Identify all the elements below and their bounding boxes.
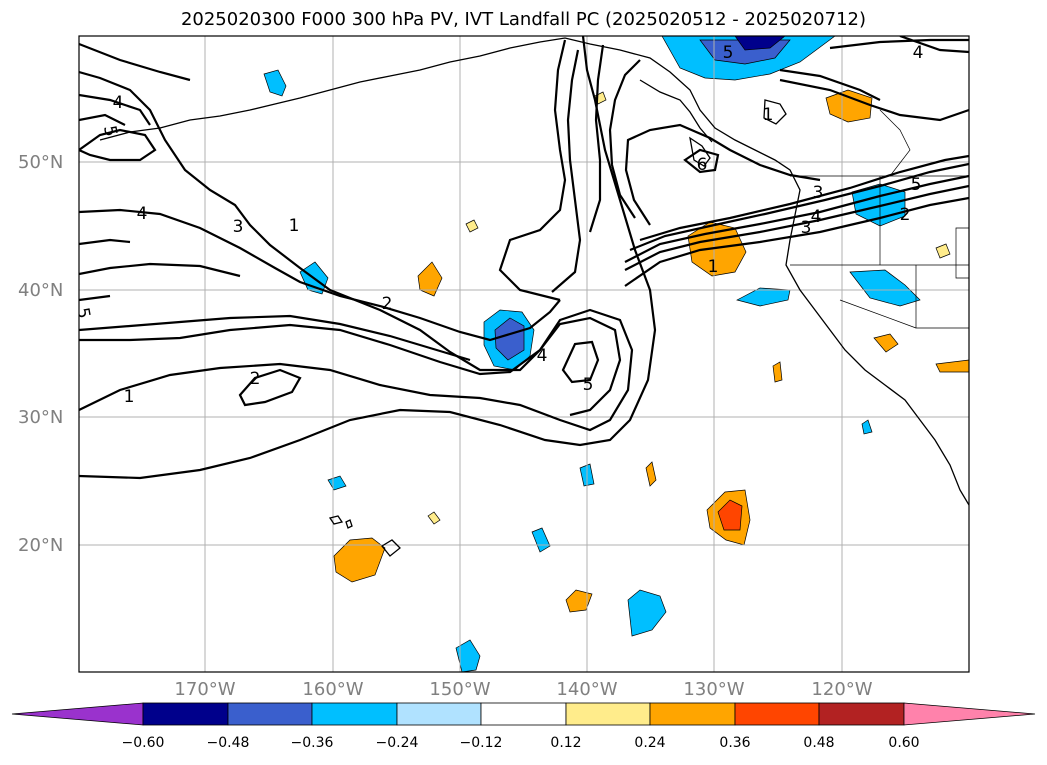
lat-label-20n: 20°N xyxy=(18,535,64,556)
colorbar xyxy=(11,702,1036,726)
lon-label-150w: 150°W xyxy=(429,679,491,700)
contour-label: 5 xyxy=(99,124,121,138)
colorbar-bin xyxy=(734,702,820,726)
contour-label: 1 xyxy=(124,387,135,407)
lon-label-120w: 120°W xyxy=(811,679,873,700)
negative-anomaly-shade xyxy=(861,419,873,435)
colorbar-tick-label: −0.36 xyxy=(290,735,334,751)
contour-label: 5 xyxy=(723,43,734,63)
negative-anomaly-core xyxy=(734,36,786,51)
negative-anomaly-core xyxy=(494,317,525,361)
negative-anomaly-shade xyxy=(736,287,791,307)
shaded-anomalies xyxy=(263,36,969,672)
lat-label-50n: 50°N xyxy=(18,152,64,173)
negative-anomaly-shade xyxy=(849,269,921,307)
positive-anomaly-shade xyxy=(427,511,441,525)
lon-label-140w: 140°W xyxy=(556,679,618,700)
contour-label: 4 xyxy=(113,93,124,113)
positive-anomaly-shade xyxy=(417,261,443,297)
contour-label: 3 xyxy=(233,217,244,237)
lat-label-30n: 30°N xyxy=(18,407,64,428)
pv-contours xyxy=(79,36,969,480)
contour-label: 4 xyxy=(537,346,548,366)
lon-label-160w: 160°W xyxy=(302,679,364,700)
colorbar-bin xyxy=(649,702,736,726)
positive-anomaly-shade xyxy=(465,219,479,233)
negative-anomaly-shade xyxy=(531,527,551,553)
colorbar-tick-label: 0.48 xyxy=(803,735,835,751)
colorbar-tick-label: −0.60 xyxy=(121,735,165,751)
contour-label: 1 xyxy=(763,105,774,125)
contour-label: 4 xyxy=(913,43,924,63)
colorbar-bin xyxy=(311,702,398,726)
positive-anomaly-shade xyxy=(935,359,969,373)
contour-label: 4 xyxy=(811,207,822,227)
map-plot-area: 5 5 4 4 3 4 5 1 3 2 1 6 4 3 1 2 5 4 2 1 … xyxy=(72,36,969,672)
positive-anomaly-shade xyxy=(645,461,657,487)
contour-label: 5 xyxy=(583,375,594,395)
colorbar-tick-label: 0.60 xyxy=(888,735,920,751)
colorbar-bin xyxy=(396,702,482,726)
contour-label: 2 xyxy=(250,369,261,389)
colorbar-tick-label: −0.48 xyxy=(206,735,250,751)
colorbar-tick-label: 0.12 xyxy=(550,735,582,751)
positive-anomaly-shade xyxy=(935,243,951,259)
lat-label-40n: 40°N xyxy=(18,280,64,301)
negative-anomaly-shade xyxy=(627,589,667,637)
lon-label-130w: 130°W xyxy=(683,679,745,700)
positive-anomaly-shade xyxy=(873,333,899,353)
map-frame xyxy=(78,35,970,673)
coastlines xyxy=(99,37,969,557)
colorbar-bin xyxy=(142,702,229,726)
contour-label: 6 xyxy=(697,155,708,175)
contour-label: 5 xyxy=(911,175,922,195)
contour-label: 2 xyxy=(900,205,911,225)
contour-label: 2 xyxy=(382,294,393,314)
colorbar-extend-low xyxy=(11,702,144,726)
political-borders xyxy=(790,109,969,329)
negative-anomaly-shade xyxy=(263,69,287,97)
negative-anomaly-shade xyxy=(327,475,347,491)
colorbar-tick-label: 0.36 xyxy=(719,735,751,751)
contour-label: 4 xyxy=(137,204,148,224)
pv-contour-labels: 5 5 4 4 3 4 5 1 3 2 1 6 4 3 1 2 5 4 2 1 … xyxy=(72,43,924,407)
lon-label-170w: 170°W xyxy=(174,679,236,700)
positive-anomaly-shade xyxy=(333,537,386,583)
gridlines xyxy=(79,36,969,672)
colorbar-bin xyxy=(227,702,313,726)
colorbar-extend-high xyxy=(903,702,1036,726)
negative-anomaly-shade xyxy=(455,639,481,672)
colorbar-tick-label: −0.24 xyxy=(375,735,419,751)
positive-anomaly-shade xyxy=(565,589,593,613)
colorbar-tick-label: 0.24 xyxy=(634,735,666,751)
contour-label: 1 xyxy=(708,257,719,277)
colorbar-bin xyxy=(565,702,651,726)
colorbar-bin xyxy=(480,702,567,726)
contour-label: 3 xyxy=(801,218,812,238)
contour-label: 3 xyxy=(813,183,824,203)
positive-anomaly-core xyxy=(717,499,743,531)
positive-anomaly-shade xyxy=(772,361,783,383)
colorbar-bin xyxy=(818,702,905,726)
positive-anomaly-shade xyxy=(825,89,873,123)
map-title: 2025020300 F000 300 hPa PV, IVT Landfall… xyxy=(180,9,867,30)
colorbar-tick-label: −0.12 xyxy=(459,735,503,751)
contour-label: 5 xyxy=(72,306,94,320)
contour-label: 1 xyxy=(289,216,300,236)
